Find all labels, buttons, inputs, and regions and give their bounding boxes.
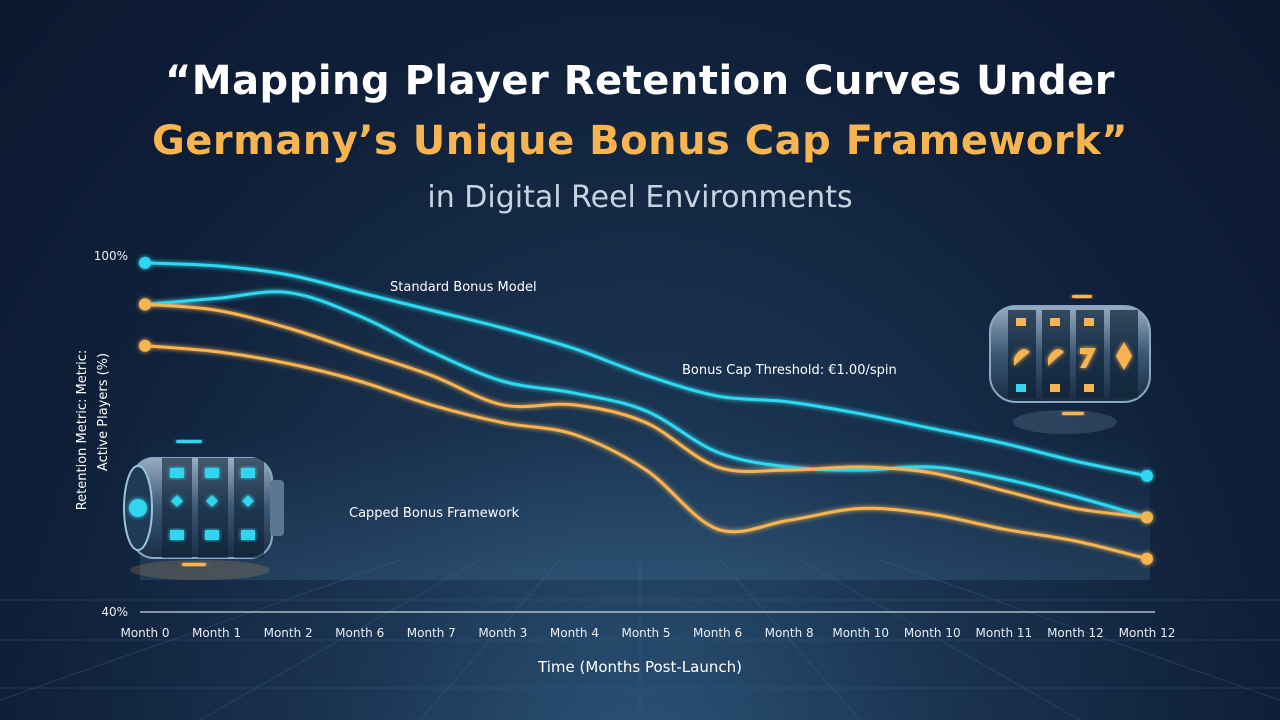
- area-fade: [140, 430, 1150, 580]
- x-tick-label: Month 2: [264, 626, 313, 640]
- series-1-start-marker: [139, 256, 151, 269]
- series-4-end-marker: [1141, 552, 1153, 565]
- series-3-end-marker: [1141, 511, 1153, 524]
- x-tick-label: Month 10: [832, 626, 889, 640]
- chart-title-line1: “Mapping Player Retention Curves Under: [164, 58, 1116, 104]
- x-tick-label: Month 10: [904, 626, 961, 640]
- series-line-3: [143, 302, 1149, 519]
- x-tick-label: Month 11: [976, 626, 1033, 640]
- series-3-start-marker: [139, 298, 151, 311]
- x-tick-label: Month 6: [335, 626, 384, 640]
- series-1-end-marker: [1141, 469, 1153, 482]
- chart-title-line2: Germany’s Unique Bonus Cap Framework”: [151, 118, 1129, 164]
- y-tick-40: 40%: [101, 605, 128, 619]
- x-tick-label: Month 1: [192, 626, 241, 640]
- y-axis-label-line2: Active Players (%): [96, 353, 111, 471]
- x-tick-label: Month 6: [693, 626, 742, 640]
- x-tick-label: Month 4: [550, 626, 599, 640]
- x-tick-label: Month 8: [765, 626, 814, 640]
- floor-grid: [0, 559, 1280, 720]
- x-tick-label: Month 7: [407, 626, 456, 640]
- series-line-1: [143, 261, 1149, 478]
- annotation-capped-bonus-framework: Capped Bonus Framework: [349, 506, 520, 521]
- x-tick-label: Month 3: [478, 626, 527, 640]
- x-tick-layer: Month 0 Month 1 Month 2 Month 6 Month 7 Month…: [120, 626, 1175, 640]
- x-axis-label: Time (Months Post-Launch): [537, 658, 742, 676]
- x-tick-label: Month 5: [621, 626, 670, 640]
- y-axis-label-line1: Retention Metric: Metric:: [75, 350, 90, 511]
- slot-reel-cyan-icon: [123, 440, 284, 580]
- slot-reel-gold-icon: [989, 295, 1151, 434]
- annotation-bonus-cap-threshold: Bonus Cap Threshold: €1.00/spin: [682, 363, 897, 378]
- series-line-4: [143, 344, 1149, 561]
- series-4-start-marker: [139, 339, 151, 352]
- annotation-standard-bonus-model: Standard Bonus Model: [390, 280, 537, 295]
- series-line-2: [143, 290, 1149, 519]
- x-tick-label: Month 0: [120, 626, 169, 640]
- y-tick-100: 100%: [94, 249, 128, 263]
- x-tick-label: Month 12: [1047, 626, 1104, 640]
- x-tick-label: Month 12: [1119, 626, 1176, 640]
- series-layer: [139, 256, 1153, 565]
- chart-subtitle: in Digital Reel Environments: [427, 180, 853, 215]
